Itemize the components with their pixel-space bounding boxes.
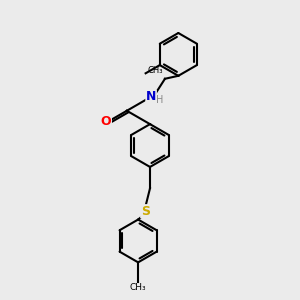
Text: S: S xyxy=(141,205,150,218)
Text: H: H xyxy=(156,94,164,105)
Text: CH₃: CH₃ xyxy=(130,283,146,292)
Text: CH₃: CH₃ xyxy=(147,66,163,75)
Text: N: N xyxy=(146,90,156,104)
Text: O: O xyxy=(101,116,111,128)
